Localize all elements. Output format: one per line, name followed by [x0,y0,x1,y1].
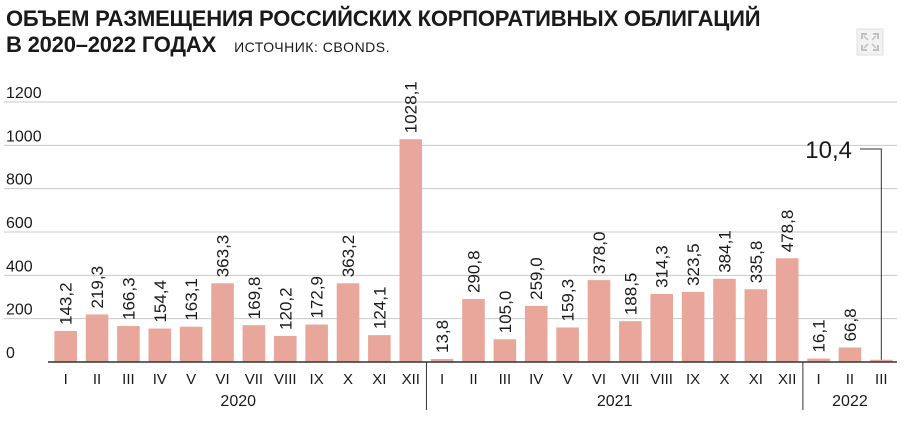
x-tick-label: VII [621,371,639,388]
x-tick-label: VIII [274,371,297,388]
x-tick-label: I [440,371,444,388]
bar [85,314,109,362]
x-tick-label: VI [215,371,229,388]
value-label: 378,0 [590,232,609,275]
bar [493,339,517,362]
x-tick-label: IV [153,371,167,388]
y-tick-label: 0 [6,345,15,362]
x-tick-label: V [563,371,573,388]
bar [336,283,360,362]
bar [430,359,454,362]
bar [807,358,830,362]
bar [870,359,893,362]
x-tick-label: VIII [650,371,673,388]
bar [775,258,799,362]
x-tick-label: IV [529,371,543,388]
bar [619,321,642,362]
bar [117,325,140,362]
value-label: 166,3 [119,277,138,320]
chart-source: ИСТОЧНИК: CBONDS. [234,39,391,55]
bar [681,291,705,362]
y-tick-label: 1200 [6,85,42,102]
bar [305,324,328,362]
bar [838,347,862,362]
x-tick-label: III [499,371,512,388]
x-tick-label: XI [372,371,386,388]
value-label: 1028,1 [402,81,421,133]
value-label: 219,3 [88,266,107,309]
bar [713,278,736,362]
bar [399,139,423,362]
value-label: 163,1 [182,278,201,321]
x-tick-label: XII [402,371,420,388]
x-tick-label: III [875,371,888,388]
value-label: 143,2 [57,282,76,325]
bar [524,305,548,362]
value-label: 105,0 [496,291,515,334]
value-label: 188,5 [621,273,640,316]
bar [148,328,172,362]
year-label: 2020 [220,393,256,410]
x-tick-label: II [93,371,101,388]
value-label: 259,0 [527,257,546,300]
y-tick-label: 600 [6,215,33,232]
value-label: 13,8 [433,320,452,353]
x-tick-label: VI [592,371,606,388]
x-tick-label: II [469,371,477,388]
callout-leader [860,148,882,360]
x-tick-label: III [122,371,135,388]
value-label: 120,2 [276,287,295,330]
value-label: 384,1 [715,230,734,273]
bar [744,289,768,362]
x-tick-label: IX [310,371,324,388]
value-label: 290,8 [465,250,484,293]
chart-title-line2-text: В 2020–2022 ГОДАХ [6,32,217,57]
value-label: 314,3 [653,245,672,288]
bar [587,280,611,362]
bar [273,335,297,362]
bar [556,327,579,362]
x-tick-label: X [343,371,353,388]
x-tick-label: II [846,371,854,388]
x-tick-label: I [816,371,820,388]
chart-title-line2: В 2020–2022 ГОДАХ ИСТОЧНИК: CBONDS. [6,32,760,60]
x-tick-label: XI [749,371,763,388]
year-label: 2021 [597,393,633,410]
y-tick-label: 1000 [6,128,42,145]
x-tick-label: VII [245,371,263,388]
y-tick-label: 400 [6,258,33,275]
value-label: 172,9 [308,276,327,319]
chart-title: ОБЪЕМ РАЗМЕЩЕНИЯ РОССИЙСКИХ КОРПОРАТИВНЫ… [6,6,761,60]
callout-value-label: 10,4 [805,137,852,164]
bar [650,293,674,362]
value-label: 323,5 [684,243,703,286]
bar [242,325,266,362]
value-label: 159,3 [559,279,578,322]
chart-title-line1: ОБЪЕМ РАЗМЕЩЕНИЯ РОССИЙСКИХ КОРПОРАТИВНЫ… [6,6,761,31]
bar [54,330,77,362]
expand-icon[interactable] [856,28,884,61]
y-tick-label: 800 [6,172,33,189]
x-tick-label: X [719,371,729,388]
value-label: 169,8 [245,277,264,320]
value-label: 363,3 [214,235,233,278]
bar [368,335,391,362]
value-label: 16,1 [810,319,829,352]
value-label: 478,8 [778,210,797,253]
value-label: 335,8 [747,241,766,284]
year-label: 2022 [832,393,868,410]
value-label: 363,2 [339,235,358,278]
bar [179,326,203,362]
y-tick-label: 200 [6,302,33,319]
x-tick-label: I [64,371,68,388]
value-label: 66,8 [841,308,860,341]
x-tick-label: IX [686,371,700,388]
x-tick-label: XII [778,371,796,388]
value-label: 154,4 [151,280,170,323]
x-tick-label: V [186,371,196,388]
bar [211,283,234,362]
value-label: 124,1 [370,287,389,330]
bar [462,298,485,362]
